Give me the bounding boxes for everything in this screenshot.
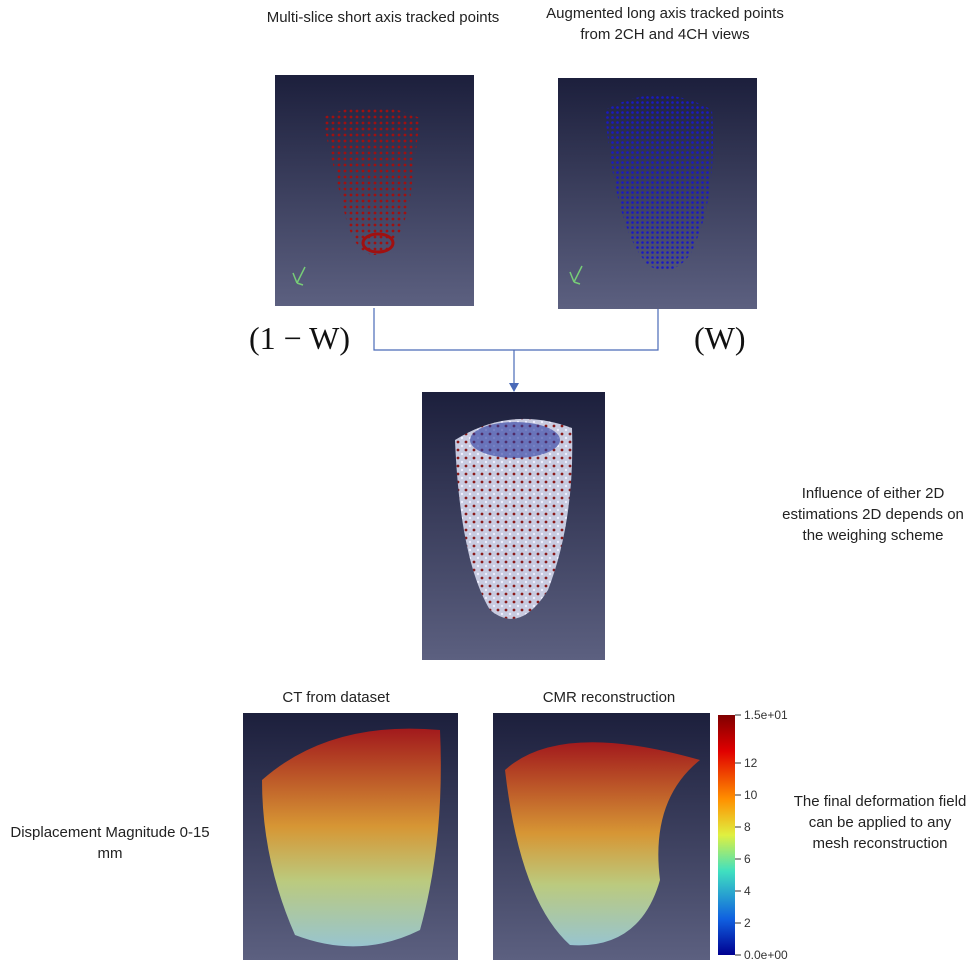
- colorbar-label: 0.0e+00: [744, 948, 788, 962]
- ct-mesh: [262, 729, 441, 947]
- connector: [374, 308, 658, 350]
- colorbar-label: 8: [744, 820, 751, 834]
- weight-label: (1 − W): [249, 320, 350, 357]
- colorbar-label: 10: [744, 788, 757, 802]
- colorbar: [718, 715, 735, 955]
- caption: Displacement Magnitude 0-15 mm: [5, 822, 215, 864]
- caption: Multi-slice short axis tracked points: [263, 7, 503, 28]
- caption: The final deformation field can be appli…: [790, 791, 970, 854]
- colorbar-label: 12: [744, 756, 757, 770]
- weight-label: (W): [694, 320, 746, 357]
- combined-rim: [470, 422, 560, 458]
- arrow-head: [509, 383, 519, 392]
- colorbar-label: 1.5e+01: [744, 708, 788, 722]
- caption: CT from dataset: [236, 687, 436, 708]
- figure: Multi-slice short axis tracked points Au…: [0, 0, 974, 963]
- caption: CMR reconstruction: [509, 687, 709, 708]
- caption: Augmented long axis tracked points from …: [530, 3, 800, 45]
- colorbar-label: 6: [744, 852, 751, 866]
- colorbar-label: 4: [744, 884, 751, 898]
- colorbar-label: 2: [744, 916, 751, 930]
- caption: Influence of either 2D estimations 2D de…: [775, 483, 971, 546]
- colorbar-ticks: [735, 715, 741, 955]
